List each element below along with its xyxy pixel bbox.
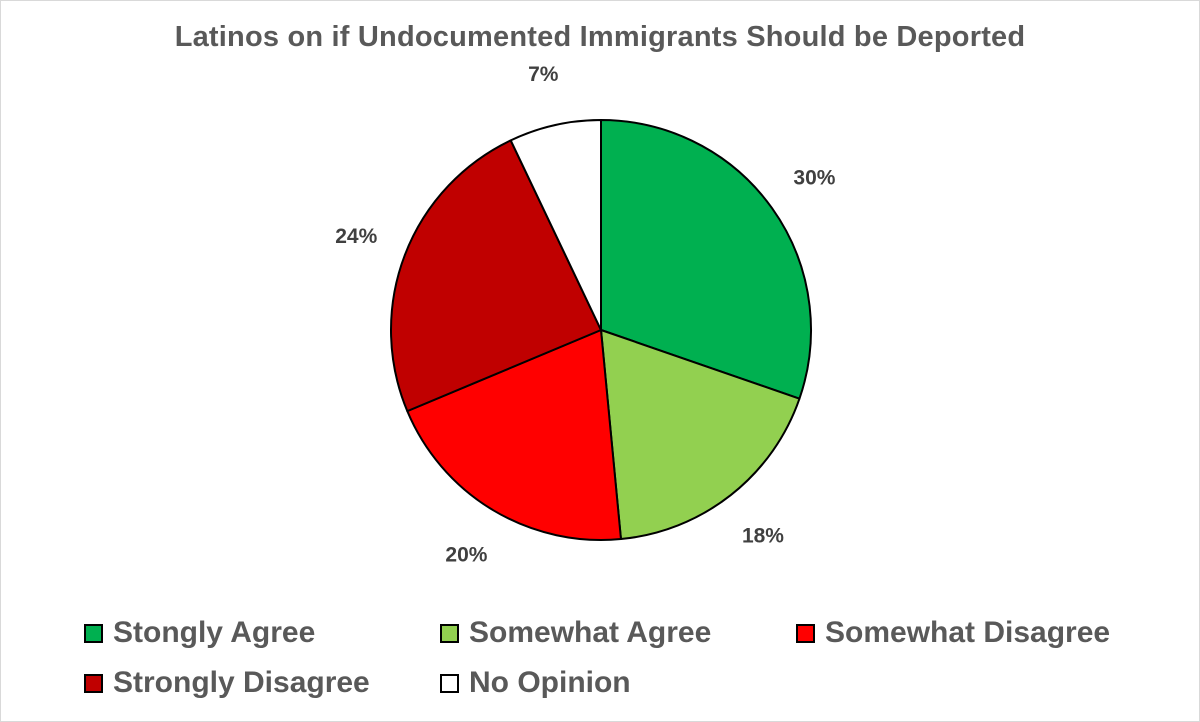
legend-item-stongly-agree: Stongly Agree [84,615,315,651]
legend-label: Stongly Agree [113,616,316,649]
legend-item-somewhat-disagree: Somewhat Disagree [796,615,1110,651]
data-label-stongly-agree: 30% [793,167,835,190]
data-label-somewhat-agree: 18% [742,524,784,547]
legend-item-somewhat-agree: Somewhat Agree [440,615,711,651]
chart-title: Latinos on if Undocumented Immigrants Sh… [174,21,1026,53]
legend-swatch [440,673,459,693]
data-label-no-opinion: 7% [528,63,559,86]
data-label-somewhat-disagree: 20% [445,543,487,566]
pie-chart: 30% 18% 20% 24% 7% [335,63,836,566]
legend-swatch [796,623,815,643]
legend-swatch [440,623,459,643]
legend-swatch [84,623,103,643]
legend-label: Somewhat Agree [469,616,712,649]
pie-slice-somewhat-disagree [406,329,622,541]
legend-label: Somewhat Disagree [825,616,1111,649]
pie-slice-strongly-disagree [390,139,602,413]
legend-swatch [84,673,103,693]
data-label-strongly-disagree: 24% [335,225,377,248]
pie-slice-stongly-agree [600,119,812,400]
legend-label: No Opinion [469,666,631,699]
pie-slice-no-opinion [509,119,602,331]
pie-slice-somewhat-agree [600,329,801,541]
legend-label: Strongly Disagree [113,666,370,699]
legend-item-no-opinion: No Opinion [440,665,631,701]
legend-item-strongly-disagree: Strongly Disagree [84,665,370,701]
